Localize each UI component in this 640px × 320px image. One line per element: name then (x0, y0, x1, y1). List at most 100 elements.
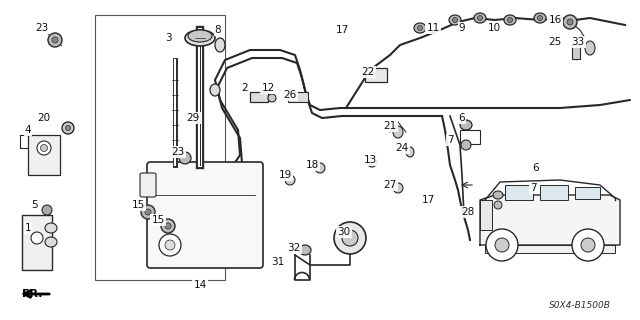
Ellipse shape (504, 15, 516, 25)
Bar (28, 135, 60, 175)
Ellipse shape (585, 41, 595, 55)
Circle shape (334, 222, 366, 254)
Bar (540, 185, 568, 200)
FancyBboxPatch shape (147, 162, 263, 268)
Ellipse shape (461, 140, 471, 150)
Ellipse shape (367, 157, 377, 167)
Text: 7: 7 (530, 183, 536, 193)
Text: 22: 22 (362, 67, 374, 77)
FancyBboxPatch shape (140, 173, 156, 197)
Bar (485, 245, 615, 253)
Ellipse shape (477, 15, 483, 20)
Ellipse shape (452, 18, 458, 22)
Ellipse shape (393, 183, 403, 193)
Ellipse shape (65, 125, 70, 131)
Text: 3: 3 (164, 33, 172, 43)
Ellipse shape (474, 13, 486, 23)
Ellipse shape (215, 38, 225, 52)
Text: 14: 14 (193, 280, 207, 290)
Text: 6: 6 (459, 113, 465, 123)
Ellipse shape (52, 37, 58, 43)
Ellipse shape (145, 209, 151, 215)
Text: 32: 32 (287, 243, 301, 253)
Text: S0X4-B1500B: S0X4-B1500B (549, 301, 611, 310)
Circle shape (581, 238, 595, 252)
Bar (572, 45, 580, 59)
Ellipse shape (538, 15, 543, 20)
Text: 23: 23 (172, 147, 184, 157)
Ellipse shape (460, 120, 472, 130)
Text: 12: 12 (261, 83, 275, 93)
Text: 7: 7 (447, 135, 453, 145)
Text: 31: 31 (271, 257, 285, 267)
Polygon shape (480, 195, 620, 245)
Ellipse shape (37, 141, 51, 155)
Text: 19: 19 (278, 170, 292, 180)
Text: 28: 28 (461, 207, 475, 217)
Text: FR.: FR. (22, 289, 42, 299)
Ellipse shape (494, 201, 502, 209)
Ellipse shape (406, 147, 414, 157)
Text: 24: 24 (396, 143, 408, 153)
Circle shape (342, 230, 358, 246)
Text: 5: 5 (32, 200, 38, 210)
Text: 6: 6 (532, 163, 540, 173)
Text: 17: 17 (421, 195, 435, 205)
Ellipse shape (417, 26, 422, 30)
Ellipse shape (449, 15, 461, 25)
Ellipse shape (567, 19, 573, 25)
Text: 4: 4 (25, 125, 31, 135)
Text: 23: 23 (35, 23, 49, 33)
Ellipse shape (45, 237, 57, 247)
Ellipse shape (210, 84, 220, 96)
Ellipse shape (141, 205, 155, 219)
Text: 8: 8 (214, 25, 221, 35)
Text: 1: 1 (25, 223, 31, 233)
Ellipse shape (315, 163, 325, 173)
Bar (480, 200, 492, 230)
Ellipse shape (161, 219, 175, 233)
Text: 27: 27 (383, 180, 397, 190)
Text: 33: 33 (572, 37, 584, 47)
Ellipse shape (179, 152, 191, 164)
Bar (575, 187, 600, 199)
Ellipse shape (534, 13, 546, 23)
Ellipse shape (393, 126, 403, 138)
Ellipse shape (493, 191, 503, 199)
Ellipse shape (45, 223, 57, 233)
Text: 16: 16 (548, 15, 562, 25)
Ellipse shape (165, 240, 175, 250)
Text: 21: 21 (383, 121, 397, 131)
Bar (22, 215, 52, 270)
Circle shape (572, 229, 604, 261)
Bar (288, 92, 308, 102)
Text: 11: 11 (426, 23, 440, 33)
Ellipse shape (159, 234, 181, 256)
Text: 9: 9 (459, 23, 465, 33)
Ellipse shape (48, 33, 62, 47)
Circle shape (495, 238, 509, 252)
Ellipse shape (42, 205, 52, 215)
Bar (365, 68, 387, 82)
Ellipse shape (563, 15, 577, 29)
Text: 13: 13 (364, 155, 376, 165)
Ellipse shape (165, 223, 171, 229)
Text: 10: 10 (488, 23, 500, 33)
Bar (460, 130, 480, 144)
Text: 29: 29 (186, 113, 200, 123)
Bar (250, 92, 268, 102)
Text: 15: 15 (131, 200, 145, 210)
Text: 18: 18 (305, 160, 319, 170)
Ellipse shape (285, 175, 295, 185)
Ellipse shape (299, 245, 311, 255)
Text: 30: 30 (337, 227, 351, 237)
Ellipse shape (185, 30, 215, 46)
Bar (95, 15, 225, 280)
Ellipse shape (62, 122, 74, 134)
Ellipse shape (31, 232, 43, 244)
Bar (505, 185, 533, 200)
Circle shape (486, 229, 518, 261)
Text: 2: 2 (242, 83, 248, 93)
Ellipse shape (40, 145, 47, 151)
Ellipse shape (508, 18, 513, 22)
